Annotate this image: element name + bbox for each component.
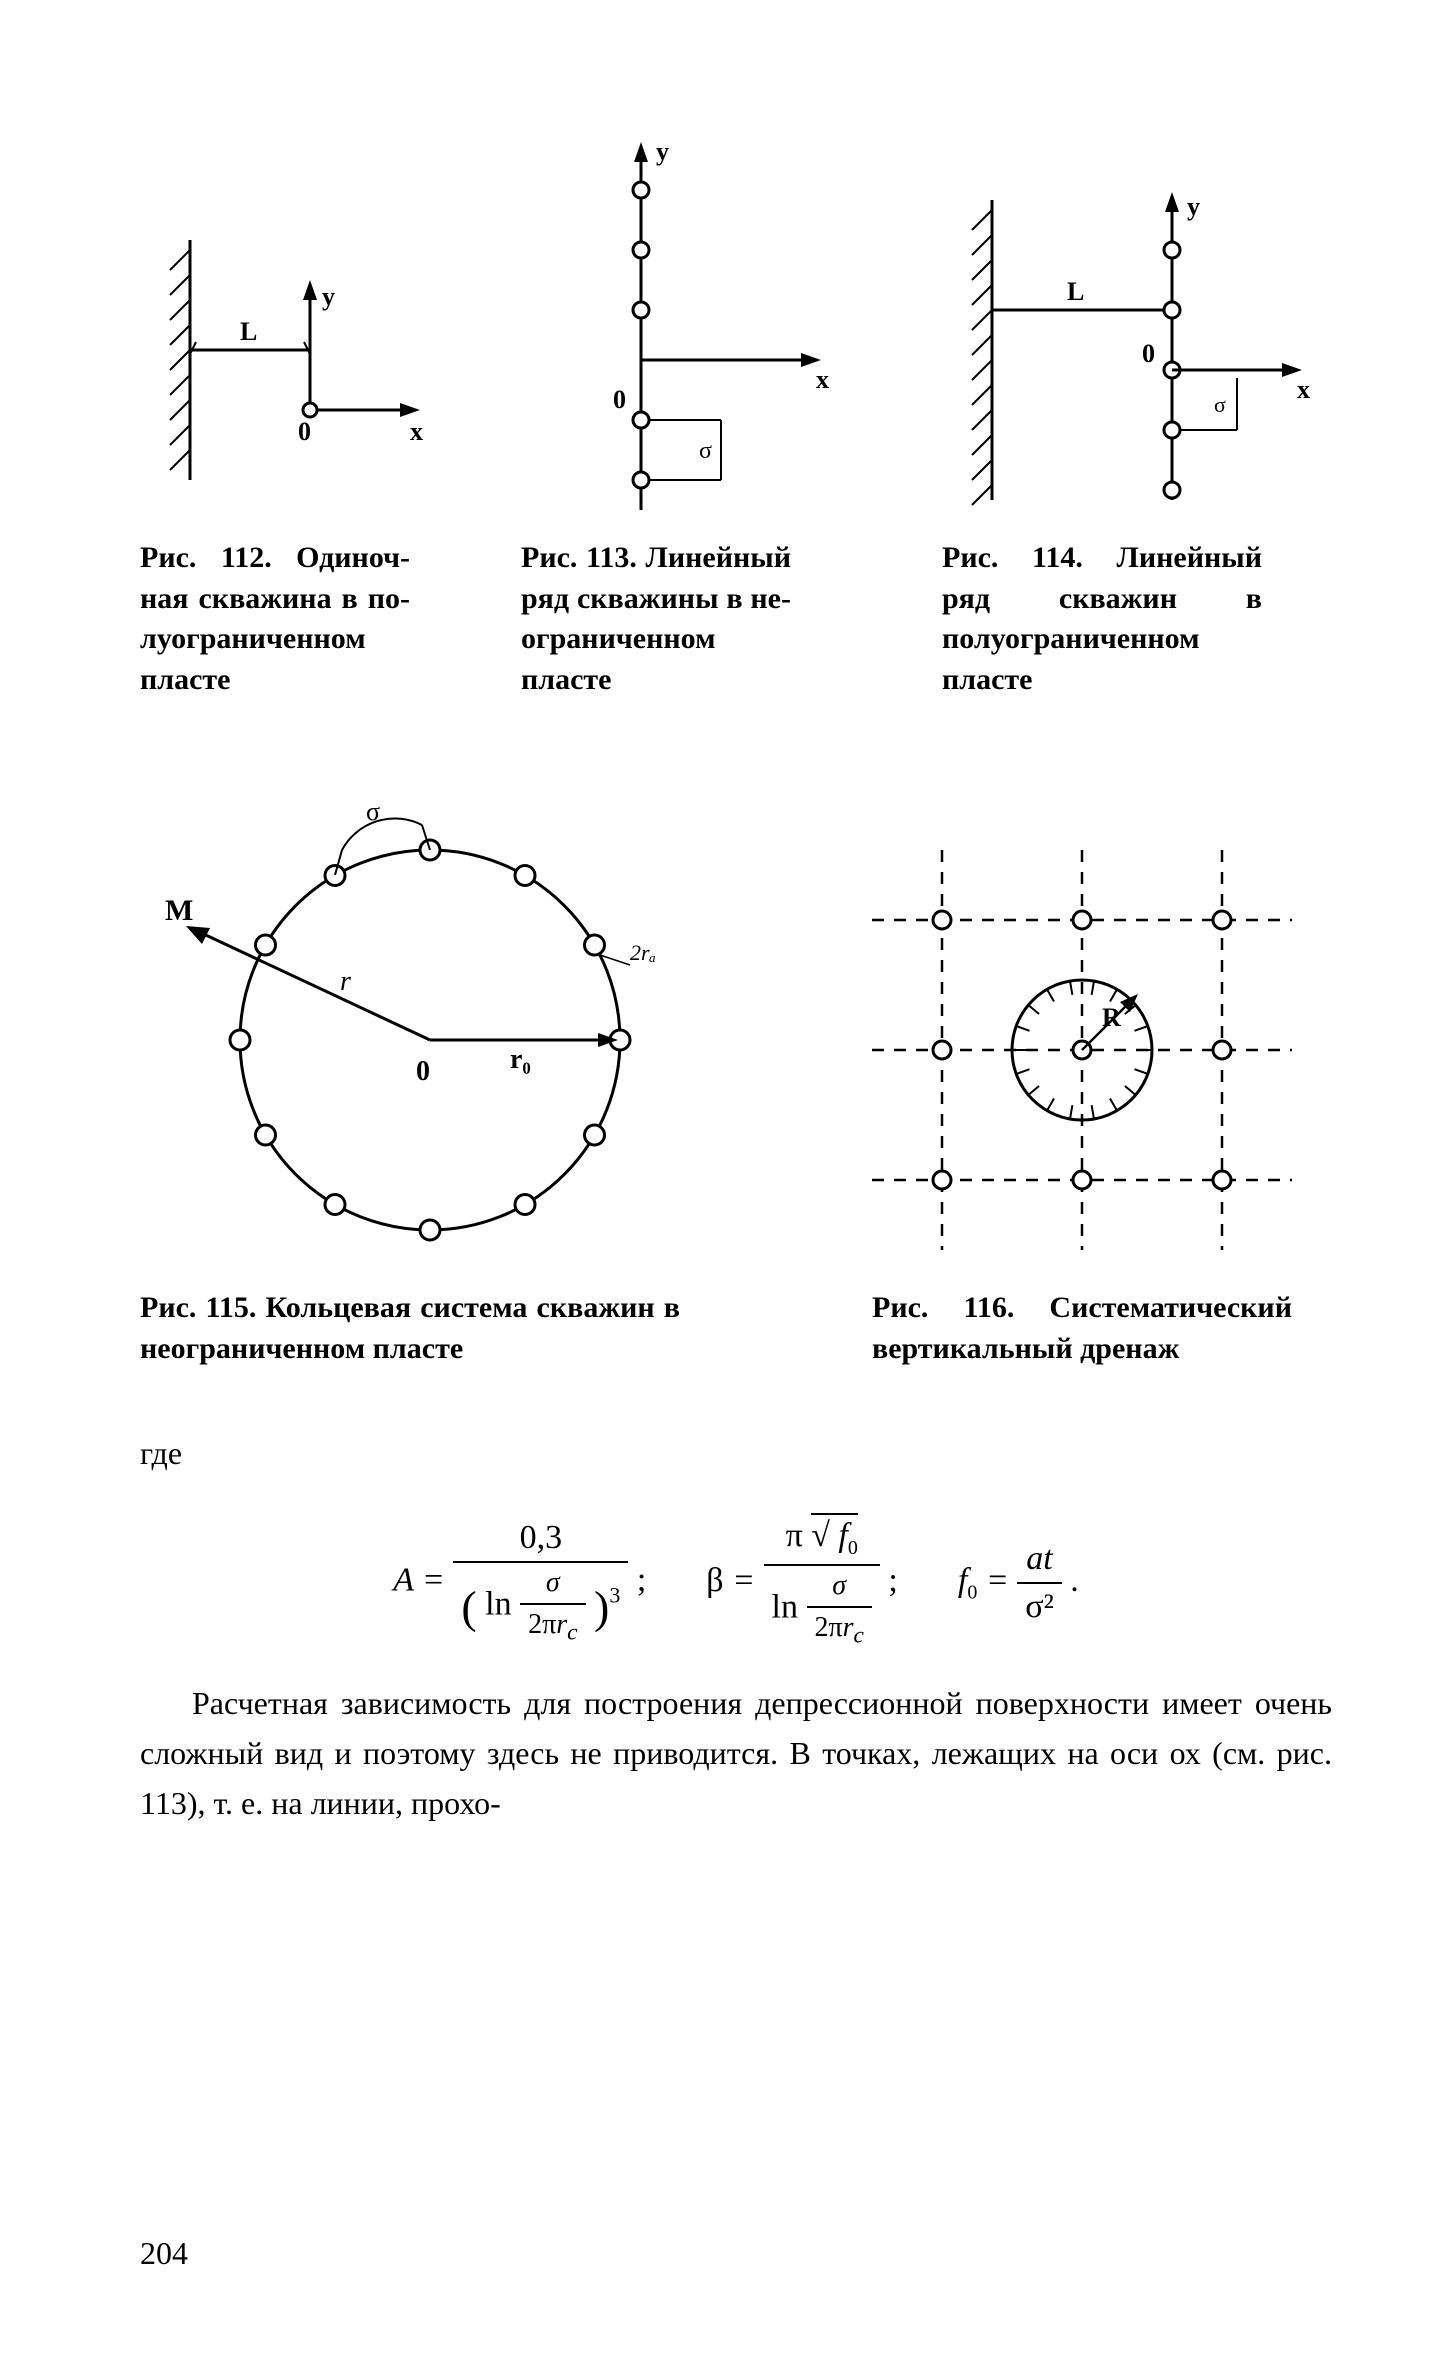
fig112-y-label: y (322, 282, 335, 311)
figure-114: y L x 0 σ (942, 140, 1332, 700)
eq-sep1: ; (637, 1562, 646, 1599)
body-paragraph: Расчетная зависимость для построения деп… (140, 1679, 1332, 1828)
fig113-O-label: 0 (613, 385, 626, 414)
fig115-r0-label: r₀ (510, 1044, 531, 1075)
fig112-svg: L y x 0 (140, 140, 440, 520)
figure-113: y x 0 σ Рис. 113. (521, 140, 861, 700)
eq-A: A = 0,3 ( ln σ 2πrc )3 ; (393, 1519, 646, 1647)
where-text: где (140, 1429, 1332, 1477)
fig113-caption: Рис. 113. Ли­нейный ряд скважины в не­ог… (521, 538, 791, 700)
page-number: 204 (140, 2235, 188, 2272)
eq-B: β = π √ f0 ln σ 2πrc ; (706, 1517, 898, 1649)
fig112-O-label: 0 (298, 417, 311, 446)
eq-sep2: ; (888, 1562, 897, 1599)
fig115-sigma-label: σ (366, 797, 380, 826)
fig115-svg: r₀ 0 M r σ 2rₐ (140, 790, 700, 1270)
figure-116: R Рис. 116. Систематиче­ский вертикальны… (812, 790, 1332, 1369)
equation-row: A = 0,3 ( ln σ 2πrc )3 ; β = (140, 1517, 1332, 1649)
figure-112: L y x 0 Рис. 112. Одиноч­ная скважина в … (140, 140, 440, 700)
fig116-R-label: R (1102, 1003, 1121, 1032)
fig115-r-label: r (340, 966, 351, 997)
eq-B-den-inner-num: σ (824, 1570, 854, 1606)
fig113-x-label: x (816, 365, 829, 394)
fig114-sigma-label: σ (1214, 392, 1226, 417)
fig116-caption: Рис. 116. Систематиче­ский вертикальный … (872, 1288, 1292, 1369)
fig114-svg: y L x 0 σ (942, 140, 1332, 520)
eq-period: . (1070, 1562, 1079, 1599)
fig112-L-label: L (240, 317, 257, 346)
fig115-angle-label: 2rₐ (630, 940, 656, 965)
fig115-M-label: M (165, 894, 193, 927)
eq-A-den-inner-num: σ (538, 1567, 568, 1603)
figure-115: r₀ 0 M r σ 2rₐ Рис. 115. Кольцевая систе… (140, 790, 700, 1369)
fig115-caption: Рис. 115. Кольцевая система сква­жин в н… (140, 1288, 680, 1369)
fig114-O-label: 0 (1142, 339, 1155, 368)
fig114-x-label: x (1297, 375, 1310, 404)
fig115-O-label: 0 (416, 1056, 430, 1087)
fig113-sigma-label: σ (699, 438, 712, 464)
fig116-svg: R (812, 790, 1332, 1270)
figure-row-2: r₀ 0 M r σ 2rₐ Рис. 115. Кольцевая систе… (140, 790, 1332, 1369)
eq-A-lhs: A = (393, 1562, 445, 1599)
fig114-caption: Рис. 114. Линей­ный ряд скважин в полуог… (942, 538, 1262, 700)
fig114-L-label: L (1067, 277, 1084, 306)
fig112-caption: Рис. 112. Одиноч­ная скважина в по­луогр… (140, 538, 410, 700)
figure-row-1: L y x 0 Рис. 112. Одиноч­ная скважина в … (140, 140, 1332, 700)
page: L y x 0 Рис. 112. Одиноч­ная скважина в … (0, 0, 1452, 2362)
fig113-y-label: y (656, 140, 669, 166)
fig112-x-label: x (410, 417, 423, 446)
fig113-svg: y x 0 σ (521, 140, 861, 520)
fig114-y-label: y (1187, 192, 1200, 221)
eq-f0: f0 = at σ² . (958, 1540, 1079, 1626)
eq-A-num: 0,3 (512, 1519, 571, 1561)
